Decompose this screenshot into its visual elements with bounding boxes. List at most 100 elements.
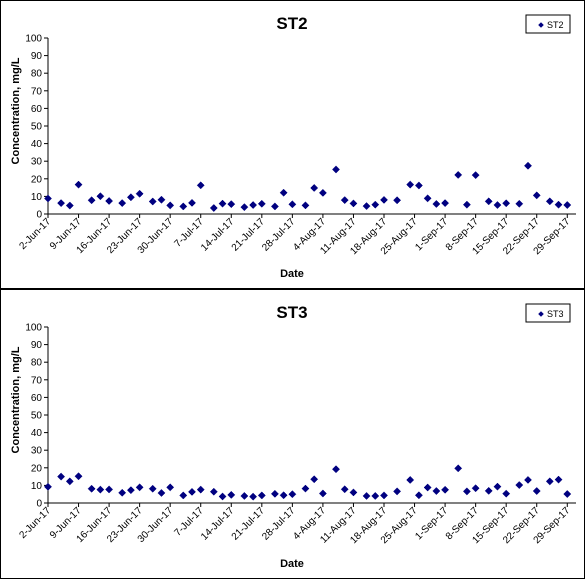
data-point [563,490,572,498]
data-point [105,197,114,205]
data-point [310,183,319,192]
data-point [157,195,166,204]
data-point [441,485,450,494]
data-point [340,196,349,205]
data-point [310,475,319,484]
x-tick-label: 28-Jul-17 [260,505,298,543]
data-point [393,487,402,496]
data-point [318,188,327,197]
data-point [362,492,371,500]
y-tick-label: 30 [31,446,43,457]
data-point [532,487,541,495]
data-point [301,201,310,210]
data-point [423,483,432,492]
data-point [462,200,471,209]
data-point [96,192,105,201]
data-point [493,482,502,491]
y-tick-label: 100 [25,34,42,45]
data-point [432,200,441,208]
y-tick-label: 50 [31,411,43,422]
chart-title: ST3 [276,303,307,322]
data-point [502,199,511,208]
data-point [74,472,83,481]
data-point [318,489,327,498]
data-point [257,199,266,208]
data-point [288,200,297,209]
data-point [532,191,541,200]
data-point [240,203,249,212]
x-tick-label: 28-Jul-17 [260,216,298,254]
data-point [380,195,388,204]
data-point [515,199,524,208]
data-point [118,199,127,208]
data-point [493,201,502,209]
x-tick-label: 2-Jun-17 [17,216,53,252]
data-point [393,196,402,205]
data-point [554,200,563,209]
y-tick-label: 20 [31,463,43,474]
data-point [105,485,114,494]
data-point [227,200,236,209]
data-point [135,483,144,492]
data-point [332,165,340,174]
y-tick-label: 90 [31,51,43,62]
y-tick-label: 60 [31,104,43,115]
data-point [471,484,480,493]
data-point [380,491,388,500]
data-point [218,492,227,501]
y-tick-label: 70 [31,375,43,386]
y-axis-title: Concentration, mg/L [10,346,22,453]
y-tick-label: 40 [31,428,43,439]
y-tick-label: 100 [25,323,42,334]
data-point [157,489,166,497]
data-point [209,204,218,212]
data-point [179,491,188,500]
data-point [462,487,471,496]
data-point [332,465,340,474]
x-axis-title: Date [280,558,304,570]
data-point [515,481,524,490]
data-point [87,196,96,205]
data-point [554,475,563,484]
data-point [249,492,258,501]
data-point [524,475,532,484]
data-point [65,477,74,486]
data-point [196,181,205,190]
data-point [57,472,66,481]
chart-panel-st3: ST3 Concentration, mg/L Date ST3 0 10 20 30… [0,289,585,579]
data-point [454,170,463,179]
data-point [44,482,52,491]
chart-panel-st2: ST2 Concentration, mg/L Date ST2 0 10 20 30… [0,0,585,289]
legend-marker [538,22,544,28]
y-tick-label: 40 [31,139,43,150]
x-tick-label: 2-Jun-17 [17,505,53,541]
data-point [545,197,554,206]
data-point [484,197,493,206]
data-point [240,492,249,500]
data-point [406,180,415,189]
x-axis-title: Date [280,268,304,280]
data-point [545,477,554,486]
data-point [227,490,236,499]
data-point [87,484,96,493]
data-point [301,484,310,493]
y-tick-label: 10 [31,481,43,492]
data-point [432,487,441,495]
data-point [288,490,297,499]
data-point [188,198,196,207]
data-point [340,485,349,494]
data-point [257,491,266,500]
data-point [423,194,432,203]
data-point [166,201,175,210]
data-point [179,202,188,211]
data-point [414,181,423,190]
data-point [349,488,358,497]
data-point [371,200,380,209]
data-point [371,492,380,500]
y-tick-label: 20 [31,174,43,185]
data-point [270,489,279,498]
data-point [57,199,66,208]
data-point [502,489,511,498]
y-tick-label: 70 [31,86,43,97]
data-point [563,201,572,209]
